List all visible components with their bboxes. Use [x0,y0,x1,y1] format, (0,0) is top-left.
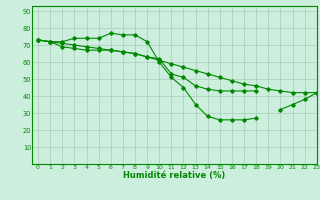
X-axis label: Humidité relative (%): Humidité relative (%) [123,171,226,180]
